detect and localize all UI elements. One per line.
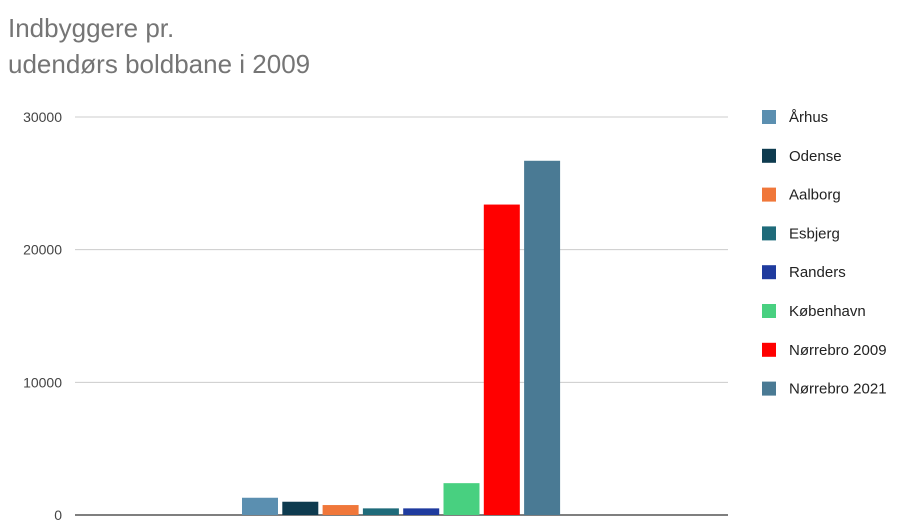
legend-label: København — [789, 303, 866, 320]
legend-swatch — [762, 304, 776, 318]
chart-bars — [242, 160, 561, 515]
legend-swatch — [762, 110, 776, 124]
y-tick-label: 20000 — [23, 242, 62, 258]
legend-swatch — [762, 265, 776, 280]
y-tick-label: 0 — [54, 507, 62, 520]
legend-label: Århus — [789, 109, 828, 126]
chart-title: Indbyggere pr. udendørs boldbane i 2009 — [8, 10, 528, 82]
legend-label: Nørrebro 2009 — [789, 342, 887, 359]
legend-swatch — [762, 148, 776, 163]
y-tick-label: 10000 — [23, 374, 62, 390]
bar-3 — [322, 505, 359, 515]
legend-swatch — [762, 187, 776, 202]
bar-2 — [282, 501, 319, 515]
bar-5 — [403, 508, 440, 515]
legend-swatch — [762, 226, 776, 241]
bar-7 — [483, 204, 520, 515]
legend-swatch — [762, 342, 776, 357]
chart-gridlines — [75, 116, 728, 516]
legend-label: Odense — [789, 148, 842, 165]
chart-title-line-2: udendørs boldbane i 2009 — [8, 49, 311, 79]
legend-label: Esbjerg — [789, 225, 840, 242]
legend-swatch — [762, 381, 776, 396]
bar-6 — [443, 483, 480, 515]
chart-title-line-1: Indbyggere pr. — [8, 13, 175, 43]
legend-label: Aalborg — [789, 187, 841, 204]
bar-4 — [362, 508, 399, 515]
bar-1 — [242, 497, 278, 515]
legend-label: Nørrebro 2021 — [789, 381, 887, 398]
chart-legend: Århus Odense Aalborg Esbjerg Randers Københav… — [762, 109, 887, 398]
legend-label: Randers — [789, 264, 846, 281]
y-tick-label: 30000 — [23, 109, 62, 125]
bar-8 — [524, 160, 561, 515]
y-axis-tick-labels: 0 10000 20000 30000 — [23, 109, 62, 520]
